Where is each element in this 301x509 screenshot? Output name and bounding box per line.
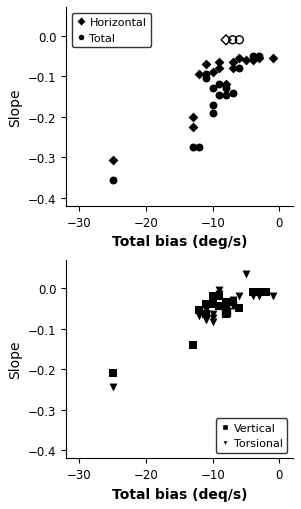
Point xyxy=(210,101,215,109)
Point xyxy=(270,293,275,301)
Point xyxy=(204,310,209,319)
Point xyxy=(237,37,242,45)
Legend: Vertical, Torsional: Vertical, Torsional xyxy=(216,418,287,453)
Point xyxy=(110,176,115,184)
Point xyxy=(250,289,255,297)
Point xyxy=(244,270,248,278)
Point xyxy=(257,55,262,63)
Point xyxy=(210,69,215,77)
Point xyxy=(210,310,215,319)
Point xyxy=(264,289,268,297)
Point xyxy=(224,91,228,99)
X-axis label: Total bias (deg/s): Total bias (deg/s) xyxy=(112,235,247,249)
Point xyxy=(217,302,222,310)
Point xyxy=(197,144,202,152)
Point xyxy=(204,75,209,83)
Point xyxy=(217,302,222,310)
Point xyxy=(217,293,222,301)
Point xyxy=(210,85,215,93)
Point xyxy=(197,313,202,321)
Point xyxy=(224,302,228,310)
Point xyxy=(210,300,215,308)
Point xyxy=(204,306,209,315)
Point xyxy=(204,317,209,325)
Point xyxy=(190,124,195,132)
Point xyxy=(230,65,235,73)
X-axis label: Total bias (deq/s): Total bias (deq/s) xyxy=(112,487,247,501)
Point xyxy=(224,298,228,306)
Point xyxy=(210,109,215,118)
Point xyxy=(244,57,248,65)
Point xyxy=(224,306,228,315)
Point xyxy=(224,308,228,317)
Point xyxy=(224,85,228,93)
Point xyxy=(190,114,195,122)
Legend: Horizontal, Total: Horizontal, Total xyxy=(72,14,151,48)
Point xyxy=(250,293,255,301)
Point xyxy=(230,296,235,304)
Point xyxy=(210,293,215,301)
Point xyxy=(204,71,209,79)
Point xyxy=(217,287,222,295)
Point xyxy=(110,156,115,164)
Point xyxy=(217,81,222,90)
Point xyxy=(250,53,255,61)
Point xyxy=(230,89,235,97)
Point xyxy=(257,293,262,301)
Point xyxy=(230,37,235,45)
Point xyxy=(210,315,215,323)
Point xyxy=(224,37,228,45)
Y-axis label: Slope: Slope xyxy=(8,89,22,127)
Point xyxy=(237,304,242,313)
Point xyxy=(217,291,222,299)
Point xyxy=(110,384,115,392)
Point xyxy=(224,310,228,319)
Point xyxy=(224,310,228,319)
Point xyxy=(204,300,209,308)
Point xyxy=(237,65,242,73)
Point xyxy=(264,289,268,297)
Point xyxy=(217,65,222,73)
Point xyxy=(257,53,262,61)
Point xyxy=(230,300,235,308)
Point xyxy=(250,57,255,65)
Point xyxy=(217,59,222,67)
Point xyxy=(190,341,195,349)
Point xyxy=(197,71,202,79)
Point xyxy=(217,91,222,99)
Point xyxy=(224,81,228,90)
Y-axis label: Slope: Slope xyxy=(8,340,22,379)
Point xyxy=(204,61,209,69)
Point xyxy=(230,302,235,310)
Point xyxy=(237,293,242,301)
Point xyxy=(190,144,195,152)
Point xyxy=(110,370,115,378)
Point xyxy=(210,319,215,327)
Point xyxy=(257,289,262,297)
Point xyxy=(237,55,242,63)
Point xyxy=(270,55,275,63)
Point xyxy=(230,298,235,306)
Point xyxy=(197,306,202,315)
Point xyxy=(230,59,235,67)
